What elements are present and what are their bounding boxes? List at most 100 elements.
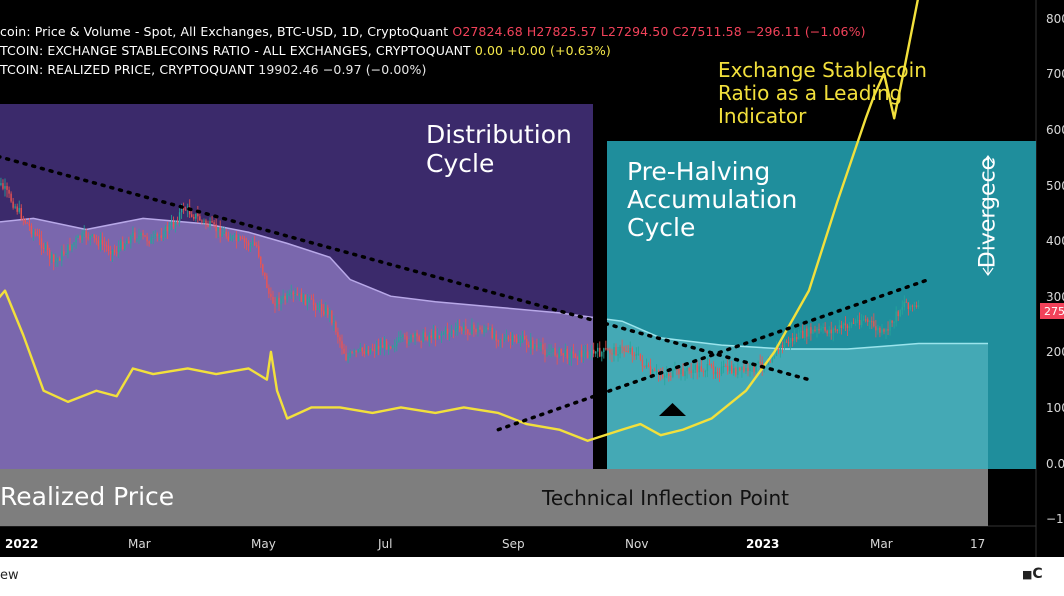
candle-body — [499, 339, 502, 341]
candle-body — [560, 348, 562, 354]
candle-body — [651, 370, 654, 375]
candle-body — [586, 351, 589, 358]
candle-body — [290, 292, 292, 294]
candle-body — [627, 351, 629, 353]
candle-body — [284, 295, 286, 300]
legend-3-value: 19902.46 −0.97 (−0.00%) — [258, 62, 427, 77]
candle-body — [538, 344, 540, 347]
candle-body — [333, 322, 335, 324]
candle-body — [873, 321, 875, 327]
candle-body — [213, 222, 215, 225]
candle-body — [820, 328, 822, 331]
candle-body — [680, 368, 682, 375]
candle-body — [822, 327, 824, 329]
candle-body — [75, 237, 77, 243]
divergence-arrow-bottom-icon — [982, 267, 994, 277]
candle-body — [698, 366, 700, 373]
candle-body — [428, 335, 430, 341]
candle-body — [101, 239, 104, 245]
legend-2-name: TCOIN: EXCHANGE STABLECOINS RATIO - ALL … — [0, 43, 471, 58]
candle-body — [323, 311, 325, 315]
candle-body — [432, 330, 435, 338]
descending-trend-line — [0, 155, 811, 382]
candle-body — [487, 327, 489, 330]
candle-body — [615, 347, 617, 356]
legend-line-1: coin: Price & Volume - Spot, All Exchang… — [0, 24, 866, 39]
candle-body — [142, 233, 144, 236]
candle-body — [505, 336, 508, 339]
candle-body — [343, 348, 345, 354]
candle-body — [410, 335, 412, 342]
candle-body — [296, 294, 299, 296]
candle-body — [456, 325, 459, 329]
candle-body — [653, 370, 656, 372]
candle-body — [649, 366, 652, 375]
candle-body — [258, 246, 260, 257]
xtick-mar-2022: Mar — [128, 537, 151, 551]
candle-body — [233, 235, 236, 237]
candle-body — [775, 348, 778, 357]
candle-body — [871, 321, 873, 323]
candle-body — [48, 249, 51, 259]
candle-body — [881, 329, 883, 333]
candle-body — [621, 346, 623, 348]
candle-body — [412, 335, 414, 338]
candle-body — [570, 351, 573, 358]
realized-price-label: Realized Price — [0, 482, 175, 511]
candle-body — [377, 345, 380, 350]
candle-body — [71, 244, 73, 250]
candle-body — [521, 335, 524, 342]
ytick-0: 0.0 — [1046, 457, 1064, 471]
xtick-mar-2023: Mar — [870, 537, 893, 551]
candle-body — [834, 328, 836, 330]
candle-body — [869, 321, 871, 323]
candle-body — [452, 331, 455, 333]
candle-body — [800, 330, 802, 333]
candle-body — [489, 327, 491, 330]
candle-body — [911, 305, 914, 307]
xtick-may: May — [251, 537, 276, 551]
distribution-label: Distribution Cycle — [426, 120, 572, 178]
candle-body — [515, 338, 518, 343]
candle-body — [798, 332, 800, 340]
ytick-300: 300 — [1046, 290, 1064, 304]
candle-body — [87, 237, 89, 239]
candle-body — [735, 368, 737, 375]
candle-body — [225, 232, 227, 237]
candle-body — [247, 242, 250, 246]
candle-body — [32, 232, 35, 235]
candle-body — [402, 335, 404, 338]
candle-body — [99, 239, 102, 247]
candle-body — [152, 236, 154, 238]
candle-body — [20, 207, 22, 220]
candle-body — [184, 209, 187, 211]
candle-body — [556, 355, 558, 358]
axis-background — [1036, 0, 1064, 557]
candle-body — [469, 333, 471, 335]
candle-body — [229, 239, 232, 241]
candle-body — [554, 348, 556, 356]
candle-body — [406, 336, 408, 344]
candle-body — [862, 319, 865, 321]
candle-body — [292, 292, 294, 295]
candle-body — [599, 347, 601, 357]
legend-2-value: 0.00 +0.00 (+0.63%) — [474, 43, 611, 58]
candle-body — [199, 216, 201, 221]
candle-body — [105, 245, 108, 247]
candle-body — [477, 327, 479, 333]
candle-body — [741, 366, 743, 370]
candle-body — [899, 309, 901, 317]
candle-body — [418, 336, 420, 342]
candle-body — [641, 359, 644, 367]
candle-body — [749, 364, 751, 371]
candle-body — [148, 241, 150, 244]
candle-body — [260, 256, 262, 265]
candle-body — [633, 355, 635, 357]
legend-3-name: TCOIN: REALIZED PRICE, CRYPTOQUANT — [0, 62, 255, 77]
candle-body — [113, 249, 116, 253]
candle-body — [838, 325, 841, 331]
candle-body — [674, 368, 676, 370]
bottom-band — [0, 469, 988, 526]
candle-body — [832, 328, 834, 334]
candle-body — [44, 244, 47, 249]
